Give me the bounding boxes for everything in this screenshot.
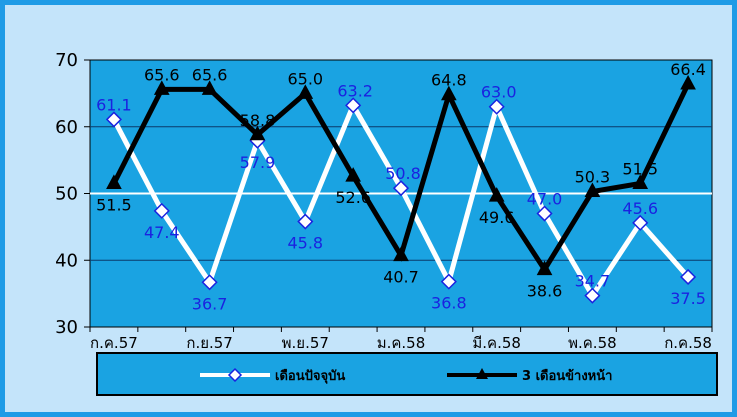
- marker-s1-8: [488, 187, 505, 202]
- y-tick-label-40: 40: [55, 250, 78, 271]
- legend-label-forecast: 3 เดือนข้างหน้า: [522, 368, 612, 384]
- x-axis-ticks: ก.ค.57 ก.ย.57 พ.ย.57 ม.ค.58 มี.ค.58 พ.ค.58 ก.ค…: [89, 327, 713, 352]
- data-label-s1-1: 65.6: [144, 65, 180, 84]
- data-label-s1-0: 51.5: [96, 195, 132, 214]
- data-labels: 61.1 47.4 36.7 57.9 45.8 63.2 50.8 36.8 63.0 47.0…: [96, 60, 706, 313]
- marker-s0-6: [392, 180, 410, 197]
- data-label-s1-12: 66.4: [670, 60, 706, 79]
- legend-box: [96, 352, 718, 396]
- marker-s0-12: [680, 268, 697, 285]
- line-chart: 30 40 50 60 70 ก.ค.57 ก.ย.57 พ.ย.57 ม.ค.58 มี.ค.…: [55, 50, 718, 396]
- data-label-s0-6: 50.8: [385, 164, 421, 183]
- legend-diamond-icon: [227, 367, 243, 383]
- marker-s1-0: [106, 174, 122, 189]
- y-axis-ticks: 30 40 50 60 70: [55, 50, 90, 338]
- marker-s0-8: [488, 98, 505, 115]
- marker-s0-7: [440, 273, 457, 290]
- data-label-s1-11: 51.5: [622, 159, 658, 178]
- data-label-s1-5: 52.6: [335, 188, 371, 207]
- marker-s1-3: [249, 125, 266, 141]
- data-label-s0-9: 47.0: [527, 190, 563, 209]
- data-label-s0-5: 63.2: [337, 81, 373, 100]
- marker-s1-9: [536, 260, 553, 276]
- data-label-s0-0: 61.1: [96, 95, 132, 114]
- y-tick-label-50: 50: [55, 184, 78, 205]
- data-label-s0-10: 34.7: [575, 272, 611, 291]
- marker-s1-12: [680, 74, 696, 90]
- marker-s1-2: [201, 80, 218, 95]
- marker-s0-0: [105, 111, 122, 128]
- x-tick-label-10: พ.ค.58: [568, 334, 617, 352]
- y-tick-label-70: 70: [55, 50, 78, 71]
- series-markers: [105, 74, 697, 304]
- marker-s0-9: [536, 205, 553, 222]
- data-label-s1-7: 64.8: [431, 71, 467, 90]
- data-label-s0-2: 36.7: [192, 294, 228, 313]
- data-label-s0-4: 45.8: [287, 234, 323, 253]
- x-tick-label-4: พ.ย.57: [282, 334, 329, 352]
- data-label-s1-9: 38.6: [527, 282, 563, 301]
- x-tick-label-0: ก.ค.57: [90, 334, 138, 352]
- x-tick-label-8: มี.ค.58: [472, 334, 521, 352]
- marker-s1-5: [345, 167, 361, 182]
- marker-s1-6: [393, 246, 409, 262]
- legend-label-current: เดือนปัจจุบัน: [275, 368, 345, 384]
- data-label-s0-8: 63.0: [481, 83, 517, 102]
- y-tick-label-30: 30: [55, 317, 78, 338]
- data-label-s1-10: 50.3: [575, 167, 611, 186]
- data-label-s1-8: 49.6: [479, 208, 515, 227]
- x-tick-label-2: ก.ย.57: [186, 334, 233, 352]
- marker-s0-5: [345, 97, 362, 114]
- data-label-s1-3: 58.8: [240, 111, 276, 130]
- marker-s1-1: [153, 80, 170, 95]
- data-label-s1-2: 65.6: [192, 65, 228, 84]
- legend: เดือนปัจจุบัน 3 เดือนข้างหน้า: [96, 352, 718, 396]
- data-label-s0-1: 47.4: [144, 223, 180, 242]
- data-label-s0-3: 57.9: [240, 153, 276, 172]
- marker-s1-4: [297, 84, 314, 99]
- x-tick-label-6: ม.ค.58: [377, 334, 426, 352]
- marker-s0-4: [297, 213, 314, 230]
- marker-s1-10: [584, 182, 601, 197]
- data-label-s1-6: 40.7: [383, 268, 419, 287]
- marker-s1-7: [441, 85, 457, 101]
- legend-triangle-icon: [476, 368, 488, 379]
- data-label-s0-7: 36.8: [431, 294, 467, 313]
- y-tick-label-60: 60: [55, 117, 78, 138]
- data-label-s0-12: 37.5: [670, 289, 706, 308]
- marker-s1-11: [632, 174, 649, 189]
- marker-s0-1: [153, 202, 170, 219]
- marker-s0-10: [584, 287, 601, 304]
- data-label-s1-4: 65.0: [287, 69, 323, 88]
- marker-s0-2: [201, 274, 218, 291]
- marker-s0-11: [632, 214, 649, 231]
- x-tick-label-12: ก.ค.58: [664, 334, 712, 352]
- data-label-s0-11: 45.6: [622, 199, 658, 218]
